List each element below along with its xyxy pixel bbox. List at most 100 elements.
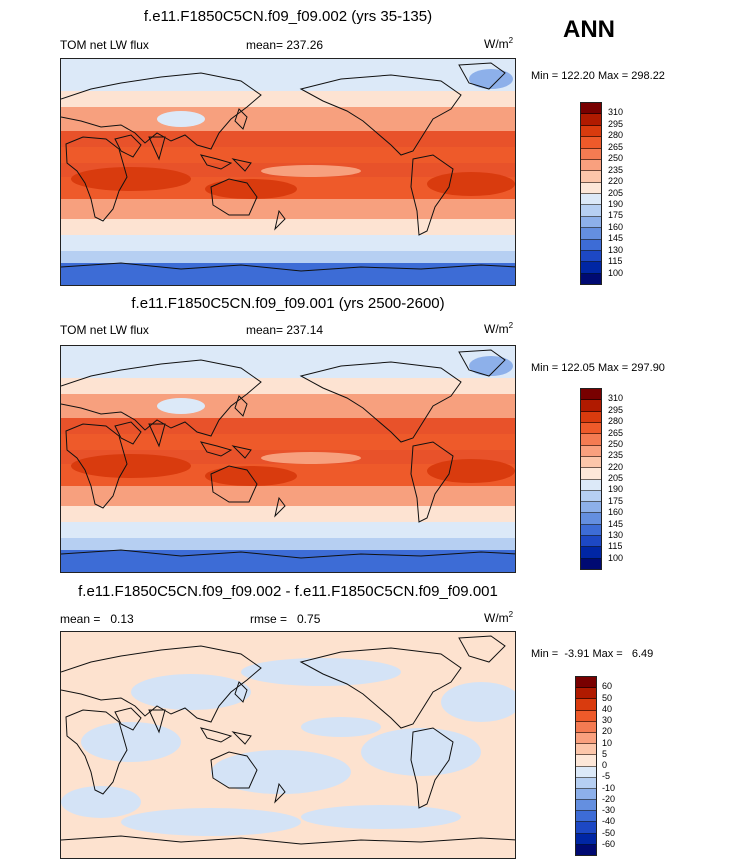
panel-3-map — [60, 631, 516, 859]
flux-feature — [157, 111, 205, 127]
colorbar-tick-label: 295 — [608, 404, 624, 415]
coastline — [199, 441, 233, 457]
colorbar-swatch — [576, 766, 596, 778]
colorbar-swatch — [576, 744, 596, 756]
panel-2-map — [60, 345, 516, 573]
panel-3-colorbar — [575, 676, 597, 856]
panel-1-mean-label: mean= 237.26 — [246, 38, 324, 52]
flux-band — [61, 394, 515, 418]
colorbar-tick-label: 5 — [602, 748, 608, 759]
colorbar-swatch — [576, 811, 596, 823]
colorbar-tick-label: 145 — [608, 518, 624, 529]
colorbar-swatch — [576, 822, 596, 834]
coastline — [234, 108, 248, 130]
colorbar-swatch — [581, 171, 601, 183]
flux-feature — [261, 452, 361, 464]
colorbar-swatch — [581, 159, 601, 172]
colorbar-tick-label: 310 — [608, 393, 624, 404]
coastline — [61, 72, 262, 150]
flux-feature — [469, 356, 513, 376]
flux-band — [61, 346, 515, 356]
colorbar-tick-label: 220 — [608, 176, 624, 187]
colorbar-swatch — [576, 833, 596, 845]
colorbar-swatch — [581, 103, 601, 115]
colorbar-tick-label: -40 — [602, 816, 616, 827]
colorbar-swatch — [576, 677, 596, 689]
colorbar-swatch — [581, 490, 601, 503]
flux-band — [61, 434, 515, 450]
diff-negative-patch — [361, 728, 481, 776]
flux-feature — [469, 69, 513, 89]
colorbar-swatch — [581, 262, 601, 274]
colorbar-swatch — [581, 468, 601, 480]
panel-1-map — [60, 58, 516, 286]
colorbar-swatch — [581, 536, 601, 548]
coastline — [65, 709, 128, 795]
panel-3-colorbar-labels: 60 50 40 30 20 10 5 0 -5 -10 -20 -30 -40 -50 -60 — [602, 676, 632, 856]
colorbar-swatch — [581, 389, 601, 401]
coastline — [148, 136, 166, 161]
colorbar-tick-label: 220 — [608, 461, 624, 472]
colorbar-tick-label: 175 — [608, 495, 624, 506]
flux-band — [61, 564, 515, 572]
flux-band — [61, 251, 515, 263]
flux-band — [61, 147, 515, 163]
coastline — [199, 727, 233, 743]
coastline — [231, 158, 252, 172]
panel-3-rmse-label: rmse = 0.75 — [250, 612, 321, 626]
flux-band — [61, 69, 515, 91]
coastline — [114, 707, 142, 731]
colorbar-tick-label: 60 — [602, 681, 613, 692]
colorbar-tick-label: 115 — [608, 256, 623, 267]
colorbar-tick-label: 250 — [608, 153, 624, 164]
flux-band — [61, 486, 515, 506]
map-svg — [61, 59, 515, 285]
colorbar-tick-label: -20 — [602, 793, 616, 804]
flux-feature — [71, 167, 191, 191]
coastline — [410, 441, 454, 523]
coastline — [210, 178, 258, 216]
colorbar-swatch — [581, 182, 601, 194]
colorbar-swatch — [576, 699, 596, 711]
colorbar-swatch — [581, 445, 601, 457]
coastline — [210, 465, 258, 503]
colorbar-swatch — [576, 710, 596, 722]
panel-2-colorbar-labels: 310 295 280 265 250 235 220 205 190 175 160 145 130 1… — [608, 388, 638, 570]
colorbar-tick-label: -30 — [602, 805, 616, 815]
colorbar-swatch — [581, 422, 601, 435]
colorbar-tick-label: 280 — [608, 130, 624, 141]
flux-band — [61, 59, 515, 69]
coastline — [61, 359, 262, 437]
colorbar-tick-label: 190 — [608, 198, 624, 209]
coastline — [65, 423, 128, 509]
coastline — [410, 727, 454, 809]
panel-3-units: W/m2 — [484, 610, 514, 625]
panel-2-colorbar — [580, 388, 602, 570]
colorbar-tick-label: 175 — [608, 210, 624, 221]
coastline — [199, 154, 233, 170]
colorbar-swatch — [576, 788, 596, 801]
flux-band — [61, 418, 515, 434]
colorbar-swatch — [581, 273, 601, 284]
coastline — [458, 62, 506, 90]
flux-band — [61, 235, 515, 251]
panel-2-field-label: TOM net LW flux — [60, 323, 149, 337]
diff-negative-patch — [121, 808, 301, 836]
coastline — [61, 549, 515, 559]
flux-band — [61, 506, 515, 522]
colorbar-tick-label: 160 — [608, 507, 624, 518]
colorbar-swatch — [581, 216, 601, 229]
colorbar-tick-label: 250 — [608, 438, 624, 449]
panel-3-minmax: Min = -3.91 Max = 6.49 — [531, 648, 654, 660]
coastline — [458, 635, 506, 663]
colorbar-tick-label: 205 — [608, 473, 624, 483]
flux-band — [61, 91, 515, 107]
coastline — [148, 709, 166, 734]
colorbar-swatch — [581, 434, 601, 446]
colorbar-swatch — [581, 114, 601, 126]
colorbar-swatch — [581, 250, 601, 263]
colorbar-tick-label: 130 — [608, 529, 624, 540]
coastline — [410, 154, 454, 236]
colorbar-swatch — [581, 228, 601, 240]
colorbar-swatch — [581, 400, 601, 412]
